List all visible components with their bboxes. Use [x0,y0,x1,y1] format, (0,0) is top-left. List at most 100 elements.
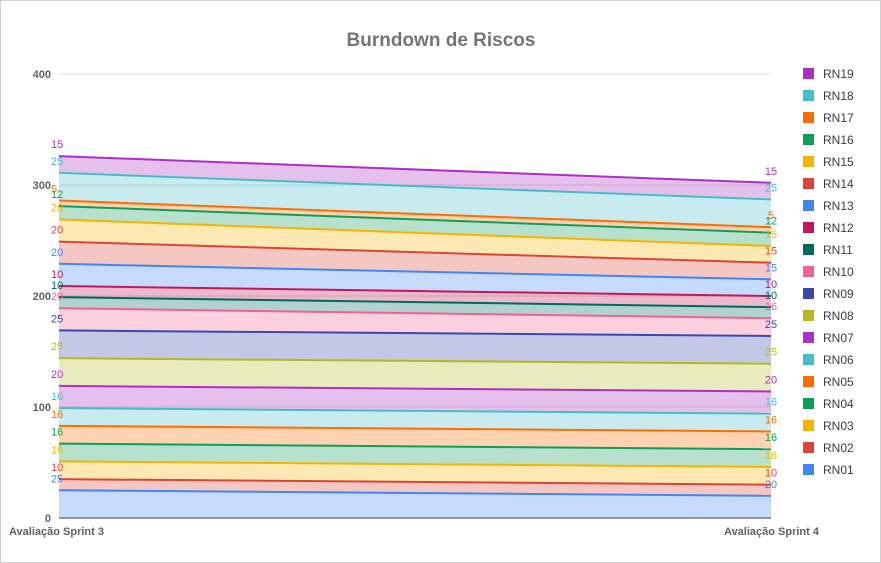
chart-title: Burndown de Riscos [347,30,536,51]
legend-item[interactable]: RN16 [823,133,854,147]
data-label: 16 [51,391,63,403]
legend-item[interactable]: RN19 [823,67,854,81]
area-rn03 [59,461,771,485]
line-rn04 [58,442,772,451]
line-rn06 [58,407,772,415]
legend-swatch [803,442,814,453]
data-label: 16 [765,432,777,444]
legend-item[interactable]: RN11 [823,243,853,257]
legend-swatch [803,68,814,79]
gridlines [59,73,771,519]
data-label: 16 [51,409,63,421]
legend-item[interactable]: RN17 [823,111,854,125]
legend-item[interactable]: RN15 [823,155,854,169]
area-rn14 [59,241,771,280]
y-tick-label: 400 [33,69,51,81]
area-rn17 [59,200,771,233]
data-label: 25 [51,473,63,485]
area-rn04 [59,443,771,467]
data-label: 5 [768,210,774,222]
x-tick-label: Avaliação Sprint 4 [724,526,820,538]
legend-swatch [803,332,814,343]
legend-item[interactable]: RN02 [823,441,854,455]
data-label: 12 [51,189,63,201]
line-rn07 [58,384,772,393]
legend-swatch [803,288,814,299]
legend-item[interactable]: RN06 [823,353,854,367]
y-tick-label: 0 [45,513,51,525]
legend-item[interactable]: RN08 [823,309,854,323]
data-label: 25 [765,182,777,194]
legend-swatch [803,90,814,101]
legend-swatch [803,200,814,211]
data-label: 5 [51,184,57,196]
legend-item[interactable]: RN12 [823,221,854,235]
legend-item[interactable]: RN09 [823,287,854,301]
area-rn09 [59,330,771,364]
area-rn10 [59,308,771,336]
data-label: 15 [765,166,777,178]
data-label: 20 [765,479,777,491]
line-rn08 [58,357,772,365]
data-label: 16 [51,444,63,456]
legend-swatch [803,178,814,189]
data-label: 25 [51,313,63,325]
legend-item[interactable]: RN14 [823,177,854,191]
data-label: 15 [765,246,777,258]
legend-item[interactable]: RN07 [823,331,854,345]
data-label: 20 [51,247,63,259]
legend-item[interactable]: RN18 [823,89,854,103]
line-rn11 [58,296,772,309]
line-rn17 [58,199,772,229]
line-rn01 [58,489,772,497]
series-lines [58,155,772,497]
legend-item[interactable]: RN10 [823,265,854,279]
data-label: 16 [765,301,777,313]
data-label: 15 [765,262,777,274]
line-rn15 [58,218,772,248]
data-label: 16 [765,450,777,462]
y-tick-label: 100 [33,402,51,414]
data-label: 10 [51,269,63,281]
area-rn11 [59,297,771,319]
legend-swatch [803,310,814,321]
legend-item[interactable]: RN03 [823,419,854,433]
line-rn02 [58,478,772,486]
legend-swatch [803,134,814,145]
legend-swatch [803,222,814,233]
legend-item[interactable]: RN13 [823,199,854,213]
data-label: 10 [765,290,777,302]
legend-swatch [803,354,814,365]
legend-swatch [803,266,814,277]
area-rn06 [59,408,771,432]
legend-swatch [803,420,814,431]
area-rn16 [59,206,771,247]
legend-swatch [803,464,814,475]
legend[interactable]: RN19 RN18 RN17 RN16 RN15 RN14 RN13 RN12 RN11 RN10… [803,67,854,477]
legend-item[interactable]: RN05 [823,375,854,389]
legend-swatch [803,376,814,387]
line-rn14 [58,240,772,264]
area-rn12 [59,286,771,308]
data-label: 15 [51,139,63,151]
data-label: 20 [51,291,63,303]
legend-swatch [803,244,814,255]
legend-swatch [803,156,814,167]
area-rn15 [59,219,771,263]
area-rn08 [59,358,771,392]
area-rn07 [59,385,771,414]
line-rn13 [58,262,772,281]
data-label: 25 [765,347,777,359]
legend-item[interactable]: RN01 [823,463,854,477]
data-label: 10 [51,280,63,292]
line-rn19 [58,155,772,184]
line-rn18 [58,171,772,201]
data-label: 25 [765,319,777,331]
area-rn19 [59,156,771,200]
data-label: 20 [51,202,63,214]
legend-item[interactable]: RN04 [823,397,854,411]
data-label: 16 [765,397,777,409]
